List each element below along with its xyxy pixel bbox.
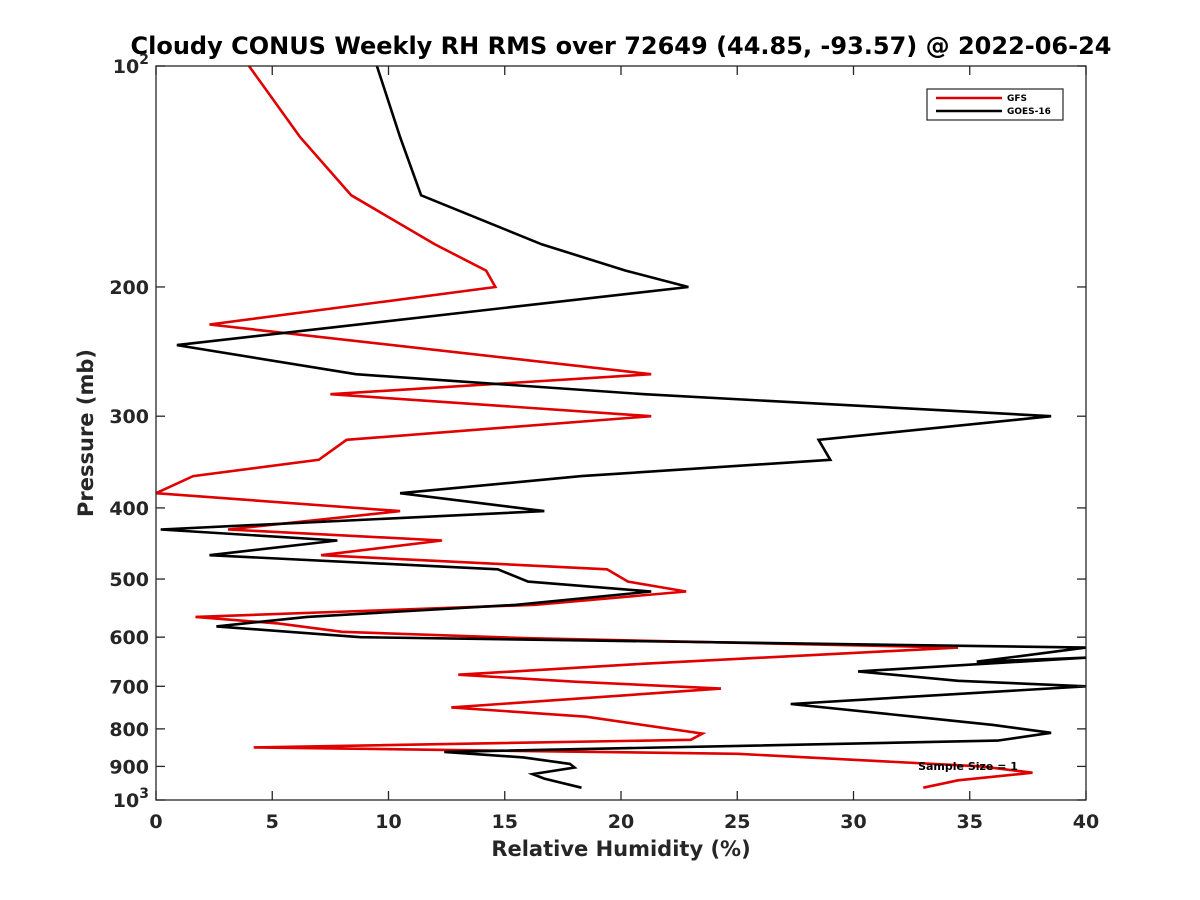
x-tick-label: 40 (1073, 811, 1099, 833)
y-tick-label: 500 (109, 569, 149, 591)
x-tick-label: 30 (840, 811, 866, 833)
series-line-gfs (155, 65, 1033, 789)
legend-entry-gfs: GFS (1007, 94, 1027, 104)
y-axis-label: Pressure (mb) (74, 349, 98, 517)
x-tick-label: 25 (724, 811, 750, 833)
x-tick-label: 20 (608, 811, 634, 833)
x-tick-label: 5 (266, 811, 279, 833)
x-tick-label: 35 (957, 811, 983, 833)
y-tick-label: 400 (109, 498, 149, 520)
y-tick-label: 800 (109, 719, 149, 741)
y-tick-label: 900 (109, 756, 149, 778)
x-axis-ticks: 0 5 10 15 20 25 30 35 40 (149, 66, 1099, 833)
series-layer (155, 65, 1087, 789)
legend-entry-goes16: GOES-16 (1007, 107, 1051, 117)
y-tick-label: 700 (109, 676, 149, 698)
y-tick-label: 102 (113, 52, 149, 78)
series-line-goes16 (160, 65, 1087, 789)
plot-frame (155, 65, 1087, 801)
x-tick-label: 0 (149, 811, 162, 833)
x-axis-label: Relative Humidity (%) (491, 837, 750, 861)
y-tick-label: 103 (113, 786, 149, 812)
legend-box (926, 88, 1064, 121)
legend: GFS GOES-16 (926, 88, 1064, 121)
x-tick-label: 15 (492, 811, 518, 833)
x-tick-label: 10 (375, 811, 401, 833)
y-tick-label: 200 (109, 277, 149, 299)
y-tick-label: 600 (109, 627, 149, 649)
chart-title: Cloudy CONUS Weekly RH RMS over 72649 (4… (131, 32, 1112, 60)
sample-size-annotation: Sample Size = 1 (918, 760, 1018, 773)
y-tick-label: 300 (109, 406, 149, 428)
